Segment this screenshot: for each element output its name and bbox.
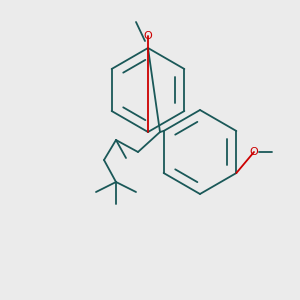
Text: O: O (144, 31, 152, 41)
Text: O: O (250, 147, 258, 157)
